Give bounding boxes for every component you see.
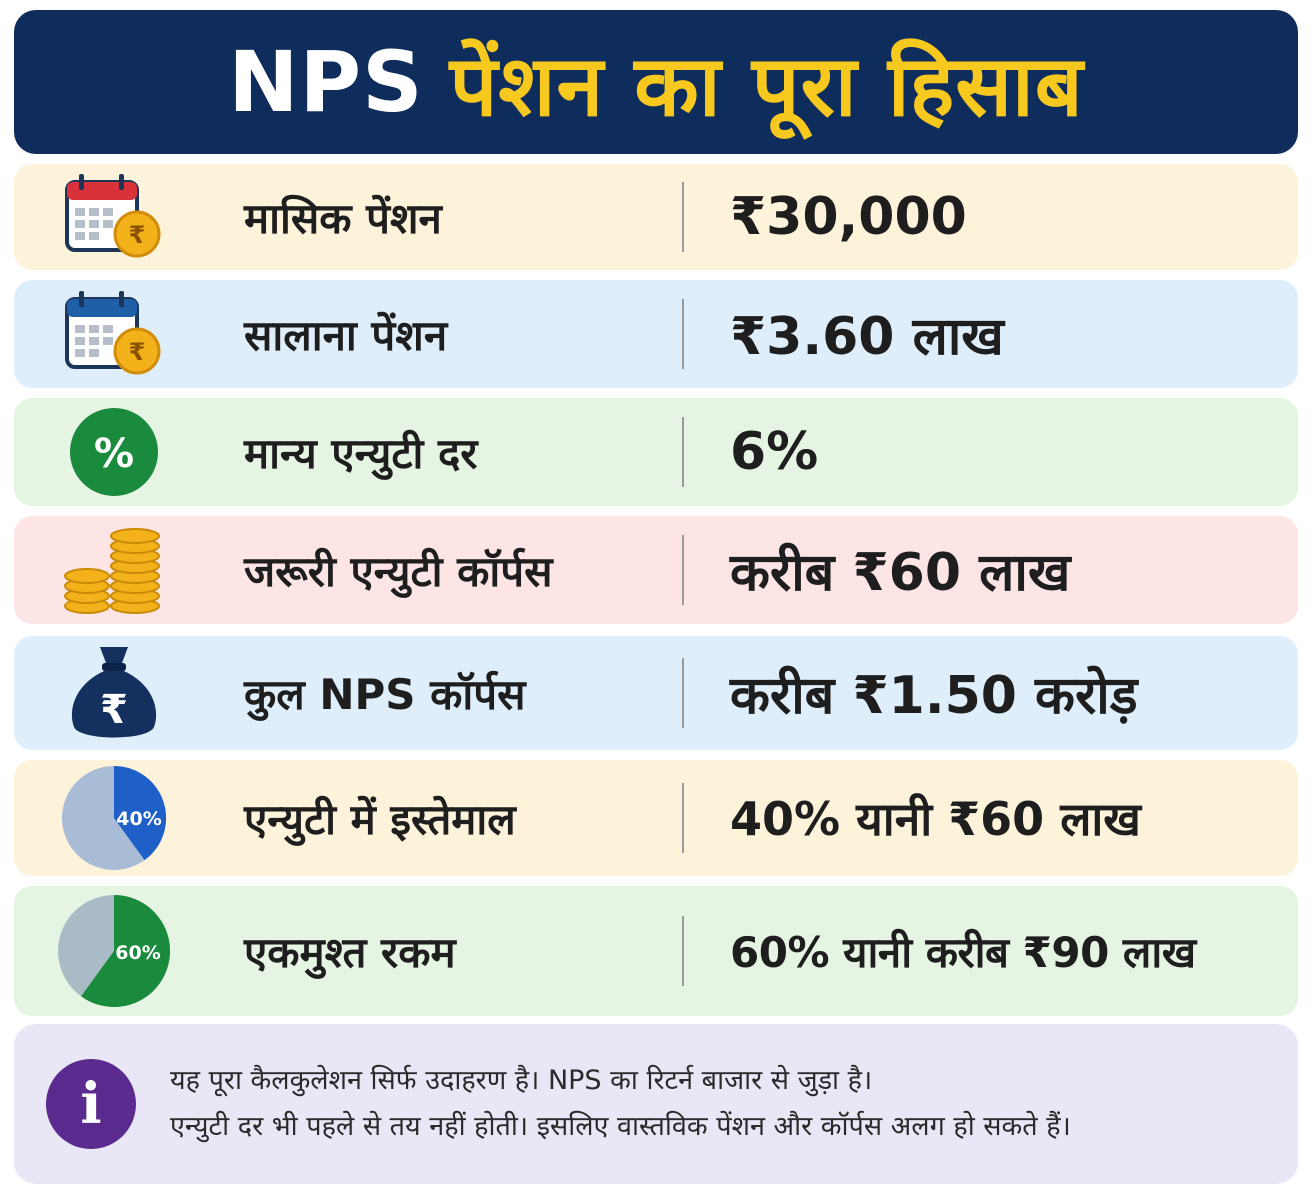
pie-40-icon: 40% [14,760,214,876]
calendar-rupee-icon: ₹ [14,280,214,388]
row-annual-pension: ₹ सालाना पेंशन ₹3.60 लाख [14,280,1298,388]
divider [682,535,684,605]
svg-text:₹: ₹ [129,221,146,249]
row-label: मान्य एन्युटी दर [244,428,478,478]
row-annuity-rate: % मान्य एन्युटी दर 6% [14,398,1298,506]
row-value: 40% यानी ₹60 लाख [730,792,1141,846]
divider [682,783,684,853]
disclaimer-note: i यह पूरा कैलकुलेशन सिर्फ उदाहरण है। NPS… [14,1024,1298,1184]
divider [682,658,684,728]
info-icon: i [46,1059,136,1149]
disclaimer-line-1: यह पूरा कैलकुलेशन सिर्फ उदाहरण है। NPS क… [170,1064,873,1096]
row-value: करीब ₹1.50 करोड़ [730,665,1138,726]
disclaimer-text: यह पूरा कैलकुलेशन सिर्फ उदाहरण है। NPS क… [170,1058,1071,1151]
row-value: ₹3.60 लाख [730,306,1004,367]
svg-text:₹: ₹ [129,338,146,366]
coin-stack-icon [14,516,214,624]
calendar-rupee-icon: ₹ [14,164,214,270]
row-monthly-pension: ₹ मासिक पेंशन ₹30,000 [14,164,1298,270]
row-label: सालाना पेंशन [244,310,448,360]
row-label: एकमुश्त रकम [244,927,456,977]
row-value: ₹30,000 [730,187,967,247]
row-required-annuity-corpus: जरूरी एन्युटी कॉर्पस करीब ₹60 लाख [14,516,1298,624]
divider [682,182,684,252]
row-label: मासिक पेंशन [244,193,442,243]
row-annuity-usage: 40% एन्युटी में इस्तेमाल 40% यानी ₹60 ला… [14,760,1298,876]
percent-circle-icon: % [14,398,214,506]
row-label: जरूरी एन्युटी कॉर्पस [244,546,553,596]
row-label: कुल NPS कॉर्पस [244,669,526,719]
divider [682,916,684,986]
rupee-symbol: ₹ [100,687,128,733]
page-header: NPS पेंशन का पूरा हिसाब [14,10,1298,154]
money-bag-icon: ₹ [14,636,214,750]
percent-symbol: % [94,431,134,477]
pie-label: 40% [116,808,161,830]
divider [682,417,684,487]
row-value: 6% [730,422,819,482]
header-title-nps: NPS [228,33,424,131]
pie-60-icon: 60% [14,886,214,1016]
disclaimer-line-2: एन्युटी दर भी पहले से तय नहीं होती। इसलि… [170,1111,1071,1142]
row-label: एन्युटी में इस्तेमाल [244,794,516,844]
row-value: 60% यानी करीब ₹90 लाख [730,927,1196,977]
row-value: करीब ₹60 लाख [730,542,1071,603]
row-total-nps-corpus: ₹ कुल NPS कॉर्पस करीब ₹1.50 करोड़ [14,636,1298,750]
row-lump-sum: 60% एकमुश्त रकम 60% यानी करीब ₹90 लाख [14,886,1298,1016]
divider [682,299,684,369]
header-title-rest: पेंशन का पूरा हिसाब [449,36,1084,135]
pie-label: 60% [115,942,160,964]
